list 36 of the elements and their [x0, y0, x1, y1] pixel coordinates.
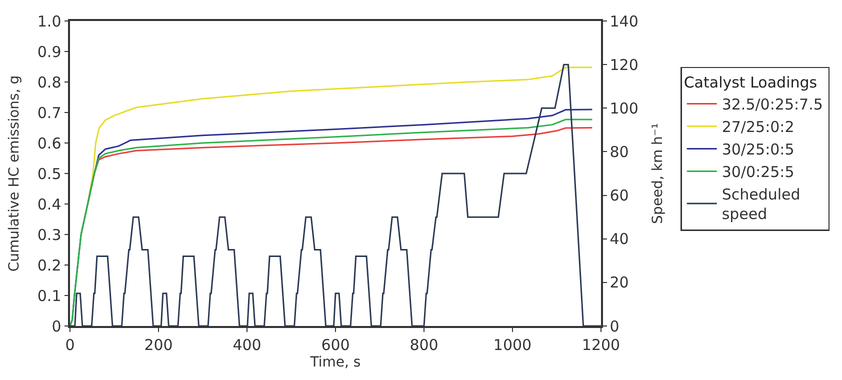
legend-label: 32.5/0:25:7.5 — [722, 96, 823, 114]
x-axis-title: Time, s — [309, 354, 361, 371]
y-axis-title: Cumulative HC emissions, g — [6, 75, 22, 272]
y-tick-label: 1.0 — [37, 12, 62, 30]
x-tick-label: 400 — [232, 336, 262, 354]
x-tick-label: 600 — [321, 336, 350, 354]
y2-tick-label: 60 — [610, 186, 629, 205]
legend-label: 30/0:25:5 — [722, 163, 794, 182]
y-tick-label: 0.1 — [37, 286, 62, 305]
y2-tick-label: 40 — [610, 230, 629, 248]
y2-tick-label: 0 — [610, 317, 620, 336]
legend-label: 27/25:0:2 — [722, 118, 794, 136]
x-tick-label: 1200 — [582, 336, 620, 354]
legend-label: 30/25:0:5 — [722, 140, 794, 159]
y2-axis-title: Speed, km h⁻¹ — [650, 123, 666, 224]
y-tick-label: 0.9 — [37, 42, 62, 61]
legend-label: Scheduled speed — [722, 186, 800, 224]
y2-tick-label: 100 — [610, 99, 638, 118]
line-series — [70, 64, 601, 326]
y-tick-label: 0.4 — [37, 195, 62, 214]
y-tick-label: 0 — [52, 317, 62, 336]
y-tick-label: 0.6 — [37, 134, 62, 152]
y-tick-label: 0.5 — [37, 164, 62, 183]
y-tick-label: 0.7 — [37, 104, 62, 122]
y2-tick-label: 140 — [610, 12, 638, 30]
y2-tick-label: 20 — [610, 274, 629, 292]
y2-tick-label: 80 — [610, 142, 629, 161]
x-tick-label: 0 — [65, 336, 75, 354]
legend-title: Catalyst Loadings — [684, 73, 818, 92]
y2-tick-label: 120 — [610, 56, 638, 74]
x-tick-label: 800 — [410, 336, 438, 354]
y-tick-label: 0.3 — [37, 226, 62, 244]
y-tick-label: 0.8 — [37, 73, 62, 92]
x-tick-label: 200 — [144, 336, 173, 354]
x-tick-label: 1000 — [493, 336, 532, 354]
y-tick-label: 0.2 — [37, 256, 62, 274]
